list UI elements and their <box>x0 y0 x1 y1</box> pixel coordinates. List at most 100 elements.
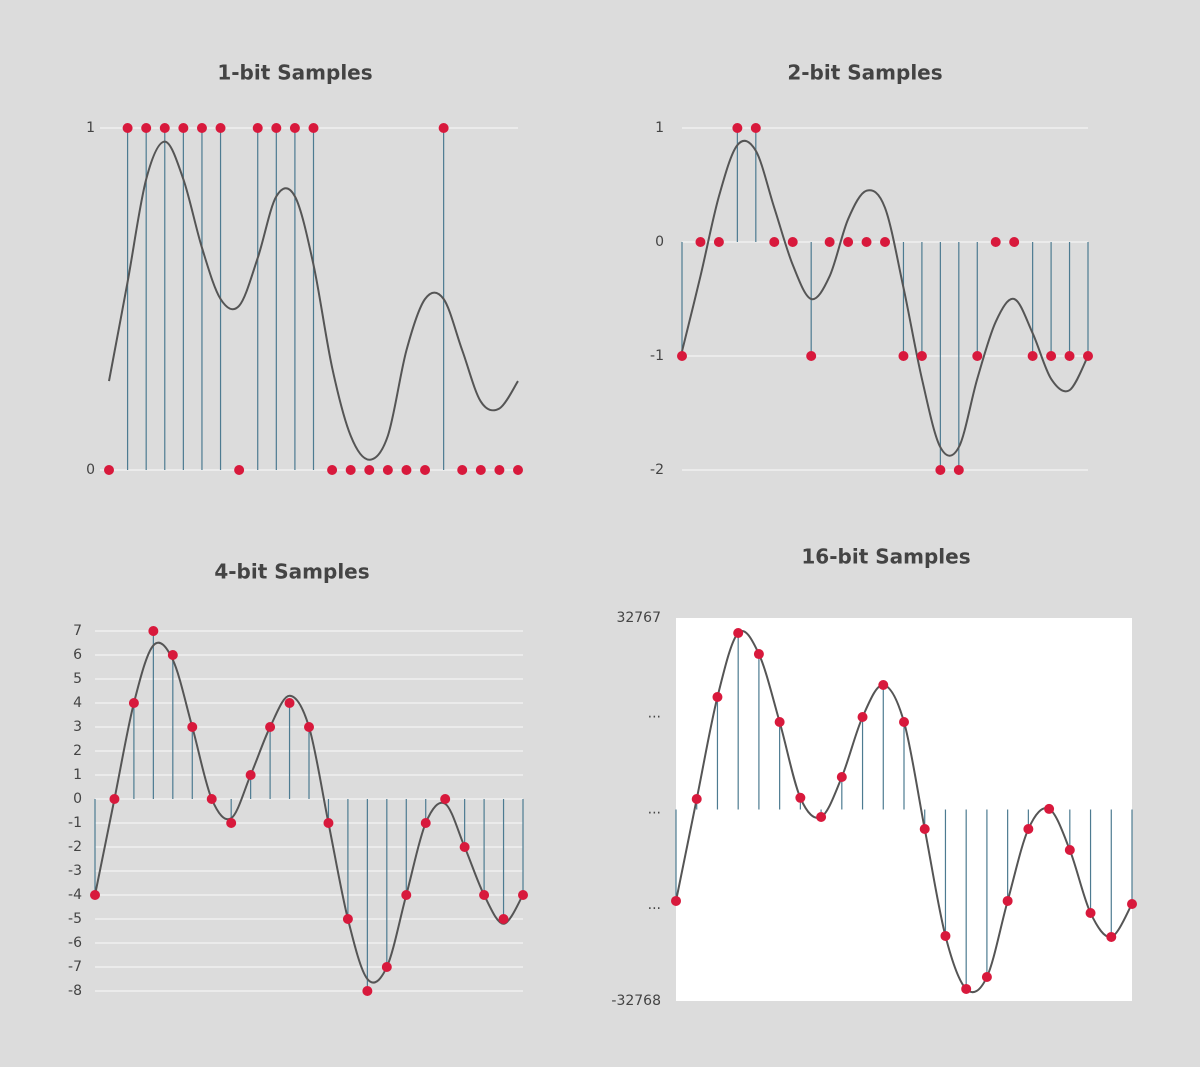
y-tick-label: -4 <box>68 887 82 903</box>
sample-dot <box>475 465 486 475</box>
sample-dot <box>401 890 412 900</box>
sample-dot <box>265 722 276 732</box>
sample-dot <box>382 465 393 475</box>
sample-dot <box>420 465 431 475</box>
sample-dot <box>1027 351 1038 361</box>
sample-dot <box>816 811 827 822</box>
sample-dot <box>381 962 392 972</box>
sample-dot <box>141 123 152 133</box>
sample-dot <box>857 711 868 722</box>
sample-dot <box>345 465 356 475</box>
sample-dot <box>919 824 930 835</box>
y-tick-label: ... <box>648 897 661 913</box>
sample-dot <box>732 123 743 133</box>
sample-dot <box>753 649 764 660</box>
y-tick-label: -6 <box>68 935 82 951</box>
y-tick-label: -1 <box>650 348 664 364</box>
y-tick-label: 2 <box>73 743 82 759</box>
sample-dot <box>787 237 798 247</box>
sample-dot <box>1046 351 1057 361</box>
signal-line <box>108 140 519 461</box>
sample-dot <box>440 794 451 804</box>
plot-background <box>676 618 1132 1001</box>
y-tick-label: -2 <box>650 462 664 478</box>
sample-dot <box>1009 237 1020 247</box>
sample-dot <box>167 650 178 660</box>
sample-dot <box>196 123 207 133</box>
sample-dot <box>981 971 992 982</box>
sample-dot <box>159 123 170 133</box>
sample-dot <box>972 351 983 361</box>
sample-dot <box>733 628 744 639</box>
sample-dot <box>271 123 282 133</box>
y-tick-label: 1 <box>86 120 95 136</box>
y-tick-label: -7 <box>68 959 82 975</box>
sample-dot <box>1106 931 1117 942</box>
sample-dot <box>878 680 889 691</box>
y-tick-label: -2 <box>68 839 82 855</box>
sample-dot <box>513 465 523 475</box>
sample-dot <box>695 237 706 247</box>
sample-dot <box>148 626 159 636</box>
sample-dot <box>90 890 100 900</box>
y-tick-label: 0 <box>655 234 664 250</box>
sample-dot <box>226 818 237 828</box>
sample-dot <box>1044 803 1055 814</box>
sample-dot <box>215 123 226 133</box>
sample-dot <box>935 465 946 475</box>
sample-dot <box>1064 351 1075 361</box>
sample-dot <box>691 793 702 804</box>
y-tick-label: 1 <box>73 767 82 783</box>
y-tick-label: -1 <box>68 815 82 831</box>
signal-line <box>681 139 1089 457</box>
y-tick-label: 6 <box>73 647 82 663</box>
sample-dot <box>289 123 300 133</box>
chart-title: 1-bit Samples <box>217 61 372 85</box>
sample-dot <box>459 842 470 852</box>
sample-dot <box>245 770 256 780</box>
sample-dot <box>861 237 872 247</box>
sample-dot <box>104 465 114 475</box>
chart-title: 2-bit Samples <box>787 61 942 85</box>
sample-dot <box>899 717 909 728</box>
sample-dot <box>401 465 412 475</box>
y-tick-label: 4 <box>73 695 82 711</box>
sample-dot <box>518 890 528 900</box>
sample-dot <box>712 691 723 702</box>
sample-dot <box>109 794 120 804</box>
sample-dot <box>769 237 780 247</box>
sample-dot <box>953 465 964 475</box>
sample-dot <box>327 465 338 475</box>
sample-dot <box>252 123 263 133</box>
y-tick-label: 32767 <box>616 610 661 626</box>
y-tick-label: -8 <box>68 983 82 999</box>
sample-dot <box>677 351 687 361</box>
sample-dot <box>284 698 295 708</box>
sample-dot <box>880 237 890 247</box>
sample-dot <box>364 465 375 475</box>
sample-dot <box>479 890 490 900</box>
sample-dot <box>795 792 806 803</box>
sample-dot <box>843 237 854 247</box>
sample-dot <box>1064 844 1075 855</box>
sample-dot <box>420 818 431 828</box>
sample-dot <box>498 914 509 924</box>
sample-dot <box>304 722 314 732</box>
chart-title: 4-bit Samples <box>214 560 369 584</box>
sample-dot <box>806 351 817 361</box>
y-tick-label: 7 <box>73 623 82 639</box>
sample-dot <box>671 895 681 906</box>
sample-dot <box>128 698 139 708</box>
sample-dot <box>1083 351 1093 361</box>
y-tick-label: 5 <box>73 671 82 687</box>
sample-dot <box>494 465 505 475</box>
sample-dot <box>774 717 785 728</box>
sample-dot <box>1085 907 1096 918</box>
sample-dot <box>342 914 353 924</box>
sample-dot <box>1127 898 1137 909</box>
sample-dot <box>438 123 449 133</box>
y-tick-label: 0 <box>73 791 82 807</box>
sample-dot <box>824 237 835 247</box>
